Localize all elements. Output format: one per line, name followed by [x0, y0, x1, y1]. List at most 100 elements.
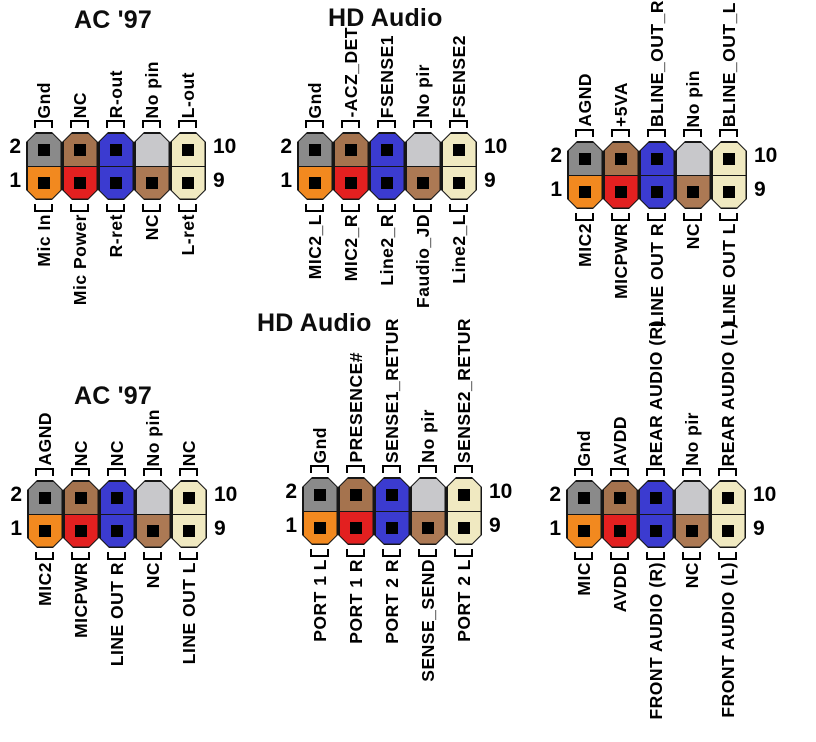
pin-number-1: 1: [550, 178, 562, 201]
pin-hole: [615, 152, 627, 165]
pin-hole: [146, 176, 158, 189]
pin-body-fill: [135, 133, 169, 199]
pin-hole: [314, 521, 326, 534]
bottom-bracket: [413, 204, 432, 212]
pin-column: BLINE_OUT_R LINE OUT R: [639, 0, 675, 327]
pin-column: NC LINE OUT L: [171, 440, 207, 664]
top-bracket: [35, 468, 54, 476]
pin-top-half: [64, 481, 98, 514]
pin-column: SENSE2_RETUR PORT 2 L: [446, 318, 482, 642]
pin-hole: [147, 524, 159, 537]
connector-top-center-hd-audio: 2 1 10 9 Gnd MIC2_L -ACZ_DET MIC2_R FSENSE1 Line2…: [280, 27, 507, 308]
pin-body: [26, 132, 62, 200]
pin-body: [446, 477, 482, 545]
top-bracket: [70, 120, 89, 128]
pin-column: -ACZ_DET MIC2_R: [333, 27, 369, 281]
bottom-bracket: [683, 213, 702, 221]
top-bracket: [449, 120, 468, 128]
pin-hole: [75, 524, 87, 537]
pin-column: REAR AUDIO (L) FRONT AUDIO (L): [710, 322, 746, 718]
pin-hole: [386, 488, 398, 501]
bottom-bracket: [305, 204, 324, 212]
pin-top-half: [63, 133, 97, 166]
pin-hole: [723, 152, 735, 165]
top-bracket: [305, 120, 324, 128]
pin-label-bottom: PORT 1 R: [346, 559, 366, 644]
pin-column: NC MICPWR: [63, 440, 99, 638]
pin-number-2: 2: [9, 135, 21, 158]
pin-body: [63, 480, 99, 548]
pin-column: AVDD AVDD: [602, 416, 638, 612]
pin-number-9: 9: [489, 514, 501, 537]
pin-label-top: Gnd: [310, 426, 330, 464]
pin-body: [374, 477, 410, 545]
pin-body-fill: [339, 478, 373, 544]
pin-body: [441, 132, 477, 200]
top-bracket: [647, 129, 666, 137]
pin-label-bottom: Line2_R: [377, 214, 397, 286]
pin-number-9: 9: [754, 178, 766, 201]
pin-top-half: [135, 133, 169, 166]
bottom-bracket: [682, 552, 701, 560]
pin-hole: [314, 488, 326, 501]
pin-body: [27, 480, 63, 548]
pin-label-top: L-out: [178, 71, 198, 118]
bottom-bracket: [718, 552, 737, 560]
pin-bottom-half: [135, 166, 169, 199]
pin-label-bottom: FRONT AUDIO (R): [646, 562, 666, 720]
pin-hole: [74, 143, 86, 156]
connector-top-left-ac97: 2 1 10 9 Gnd Mic In NC Mic Power R-out R-ret No pi…: [9, 61, 236, 306]
pin-number-2: 2: [550, 144, 562, 167]
pin-bottom-half: [334, 166, 368, 199]
top-bracket: [646, 468, 665, 476]
bottom-bracket: [106, 204, 125, 212]
pin-body: [675, 141, 711, 209]
pin-column: No pir SENSE_SEND: [410, 409, 446, 682]
bottom-bracket: [418, 549, 437, 557]
top-bracket: [377, 120, 396, 128]
pin-bottom-half: [171, 166, 205, 199]
pin-top-half: [447, 478, 481, 511]
pin-body-fill: [28, 481, 62, 547]
bottom-bracket: [34, 204, 53, 212]
pin-bottom-half: [447, 511, 481, 544]
pin-bottom-half: [639, 514, 673, 547]
pin-label-bottom: LINE OUT R: [647, 223, 667, 328]
pin-hole: [38, 176, 50, 189]
connector-bottom-right: 2 1 10 9 Gnd MIC AVDD AVDD REAR AUDIO (R) FRONT A…: [549, 320, 776, 720]
bottom-bracket: [179, 552, 198, 560]
pin-bottom-half: [568, 175, 602, 208]
pin-hole: [722, 491, 734, 504]
pin-label-bottom: Mic In: [34, 214, 54, 267]
pin-bottom-half: [100, 514, 134, 547]
pin-number-10: 10: [213, 135, 237, 158]
pin-top-half: [675, 481, 709, 514]
pin-hole: [350, 521, 362, 534]
pin-label-bottom: MIC2: [575, 223, 595, 267]
pin-body-fill: [64, 481, 98, 547]
top-bracket: [574, 468, 593, 476]
pin-label-bottom: Line2_L: [449, 214, 469, 284]
pin-body: [135, 480, 171, 548]
top-bracket: [310, 465, 329, 473]
top-bracket: [418, 465, 437, 473]
pin-hole: [74, 176, 86, 189]
pin-hole: [38, 143, 50, 156]
pin-body-fill: [370, 133, 404, 199]
diagram-title-hd-audio-top: HD Audio: [328, 4, 443, 32]
pin-hole: [686, 524, 698, 537]
pin-column: No pin NC: [135, 409, 171, 588]
top-bracket: [341, 120, 360, 128]
pin-label-top: AGND: [575, 73, 595, 127]
pin-number-2: 2: [549, 483, 561, 506]
pin-top-half: [298, 133, 332, 166]
pin-label-top: NC: [70, 91, 90, 118]
pin-hole: [345, 176, 357, 189]
pin-label-bottom: NC: [142, 214, 162, 241]
pin-hole: [614, 524, 626, 537]
bottom-bracket: [35, 552, 54, 560]
pin-body: [170, 132, 206, 200]
bottom-bracket: [646, 552, 665, 560]
top-bracket: [71, 468, 90, 476]
pin-hole: [458, 488, 470, 501]
